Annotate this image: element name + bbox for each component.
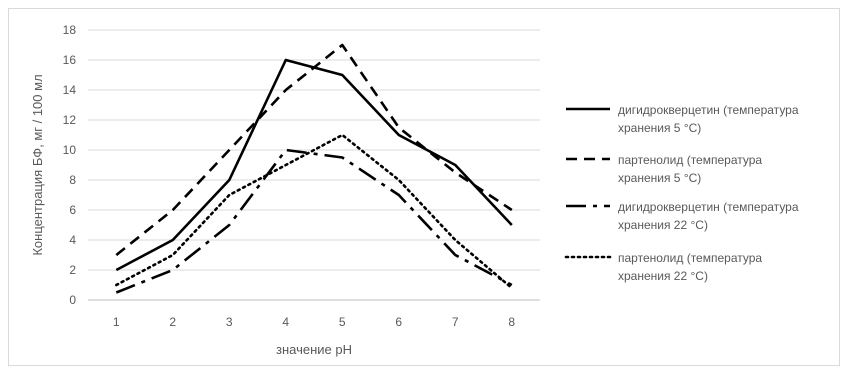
y-tick-label: 10 — [63, 143, 77, 157]
series-line — [115, 133, 514, 290]
legend-label: хранения 5 °С) — [618, 171, 701, 185]
x-tick-label: 3 — [226, 315, 233, 329]
chart-frame — [8, 8, 840, 366]
x-tick-label: 8 — [508, 315, 515, 329]
y-tick-label: 0 — [69, 293, 76, 307]
y-tick-label: 2 — [69, 263, 76, 277]
y-tick-label: 18 — [63, 23, 77, 37]
series-line — [115, 148, 513, 294]
legend-label: хранения 22 °С) — [618, 218, 708, 232]
gridlines — [88, 29, 540, 301]
series-line — [115, 43, 513, 257]
x-axis-ticks: 1 2 3 4 5 6 7 8 — [113, 315, 516, 329]
x-tick-label: 7 — [452, 315, 459, 329]
y-tick-label: 16 — [63, 53, 77, 67]
x-tick-label: 1 — [113, 315, 120, 329]
legend-label: партенолид (температура — [618, 251, 762, 265]
legend: дигидрокверцетин (температура хранения 5 … — [564, 103, 799, 283]
legend-label: партенолид (температура — [618, 153, 762, 167]
legend-label: хранения 22 °С) — [618, 269, 708, 283]
y-axis-ticks: 0 2 4 6 8 10 12 14 16 18 — [63, 23, 77, 307]
x-tick-label: 2 — [169, 315, 176, 329]
y-tick-label: 4 — [69, 233, 76, 247]
x-tick-label: 6 — [395, 315, 402, 329]
series-lines — [115, 43, 514, 294]
y-tick-label: 14 — [63, 83, 77, 97]
legend-label: дигидрокверцетин (температура — [618, 103, 799, 117]
x-tick-label: 4 — [282, 315, 289, 329]
x-axis-title: значение pH — [276, 342, 352, 357]
y-tick-label: 8 — [69, 173, 76, 187]
y-axis-title: Концентрация БФ, мг / 100 мл — [30, 74, 45, 255]
legend-label: дигидрокверцетин (температура — [618, 200, 799, 214]
legend-label: хранения 5 °С) — [618, 121, 701, 135]
y-tick-label: 12 — [63, 113, 77, 127]
y-tick-label: 6 — [69, 203, 76, 217]
x-tick-label: 5 — [339, 315, 346, 329]
